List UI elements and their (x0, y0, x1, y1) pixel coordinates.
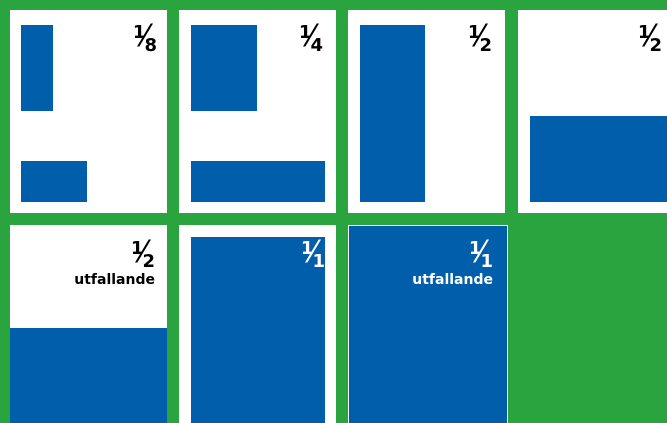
ad-block (530, 116, 667, 202)
slash: ⁄ (308, 19, 314, 54)
numerator: 1 (468, 238, 482, 259)
fraction: 1⁄8 (132, 19, 157, 57)
denominator: 8 (144, 35, 157, 56)
numerator: 1 (467, 22, 481, 43)
ad-block (360, 25, 425, 202)
size-label: 1⁄4 (298, 19, 323, 57)
slash: ⁄ (477, 19, 483, 54)
fraction: 1⁄1 (300, 235, 325, 273)
fraction: 1⁄2 (74, 235, 155, 273)
fraction: 1⁄2 (637, 19, 662, 57)
numerator: 1 (298, 22, 312, 43)
denominator: 2 (479, 35, 492, 56)
denominator: 4 (310, 35, 323, 56)
size-label: 1⁄1 utfallande (412, 235, 493, 289)
ad-block (348, 225, 508, 423)
denominator: 2 (142, 251, 155, 272)
numerator: 1 (132, 22, 146, 43)
fraction: 1⁄4 (298, 19, 323, 57)
ad-block (21, 161, 87, 202)
numerator: 1 (130, 238, 144, 259)
fraction: 1⁄2 (467, 19, 492, 57)
size-label: 1⁄2 (467, 19, 492, 57)
ad-block (191, 25, 257, 111)
size-label: 1⁄2 (637, 19, 662, 57)
numerator: 1 (637, 22, 651, 43)
size-label: 1⁄8 (132, 19, 157, 57)
size-label: 1⁄2 utfallande (74, 235, 155, 289)
slash: ⁄ (140, 235, 146, 270)
size-label: 1⁄1 (300, 235, 325, 273)
ad-block (21, 25, 53, 111)
fraction: 1⁄1 (412, 235, 493, 273)
denominator: 1 (312, 251, 325, 272)
denominator: 2 (649, 35, 662, 56)
ad-block (10, 328, 167, 423)
ad-block (191, 161, 325, 202)
denominator: 1 (480, 251, 493, 272)
slash: ⁄ (310, 235, 316, 270)
ad-block (191, 237, 325, 423)
slash: ⁄ (478, 235, 484, 270)
numerator: 1 (300, 238, 314, 259)
note: utfallande (412, 272, 493, 288)
note: utfallande (74, 272, 155, 288)
slash: ⁄ (142, 19, 148, 54)
slash: ⁄ (647, 19, 653, 54)
